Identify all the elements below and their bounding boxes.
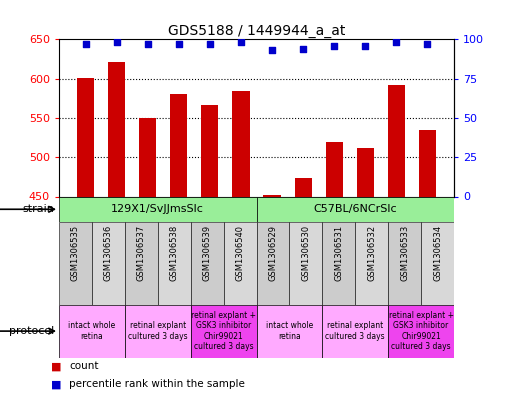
Bar <box>256 222 289 305</box>
Text: GSM1306529: GSM1306529 <box>268 224 278 281</box>
Text: GSM1306538: GSM1306538 <box>170 224 179 281</box>
Bar <box>322 222 355 305</box>
Text: ■: ■ <box>51 362 62 371</box>
Text: protocol: protocol <box>9 326 54 336</box>
Bar <box>125 222 158 305</box>
Bar <box>294 178 312 196</box>
Bar <box>191 222 224 305</box>
Point <box>361 42 369 49</box>
Bar <box>139 118 156 196</box>
Bar <box>191 305 256 358</box>
Point <box>423 41 431 47</box>
Text: C57BL/6NCrSlc: C57BL/6NCrSlc <box>313 204 397 214</box>
Text: GSM1306535: GSM1306535 <box>71 224 80 281</box>
Point <box>206 41 214 47</box>
Text: GSM1306533: GSM1306533 <box>400 224 409 281</box>
Bar <box>224 222 256 305</box>
Text: GSM1306537: GSM1306537 <box>137 224 146 281</box>
Bar <box>77 78 94 196</box>
Text: retinal explant +
GSK3 inhibitor
Chir99021
cultured 3 days: retinal explant + GSK3 inhibitor Chir990… <box>191 311 256 351</box>
Bar <box>158 222 191 305</box>
Text: 129X1/SvJJmsSlc: 129X1/SvJJmsSlc <box>111 204 204 214</box>
Text: intact whole
retina: intact whole retina <box>266 321 313 341</box>
Point <box>174 41 183 47</box>
Bar <box>108 62 125 196</box>
Text: GSM1306532: GSM1306532 <box>367 224 376 281</box>
Bar <box>289 222 322 305</box>
Title: GDS5188 / 1449944_a_at: GDS5188 / 1449944_a_at <box>168 24 345 38</box>
Bar <box>388 85 405 196</box>
Point <box>112 39 121 46</box>
Text: GSM1306534: GSM1306534 <box>433 224 442 281</box>
Bar <box>388 305 454 358</box>
Bar <box>388 222 421 305</box>
Bar <box>59 196 256 222</box>
Text: intact whole
retina: intact whole retina <box>68 321 115 341</box>
Text: GSM1306540: GSM1306540 <box>235 224 245 281</box>
Bar <box>92 222 125 305</box>
Bar <box>232 91 249 196</box>
Text: count: count <box>69 362 99 371</box>
Text: GSM1306530: GSM1306530 <box>301 224 310 281</box>
Bar <box>355 222 388 305</box>
Bar <box>264 195 281 196</box>
Bar <box>59 305 125 358</box>
Point <box>392 39 401 46</box>
Text: strain: strain <box>22 204 54 214</box>
Bar <box>322 305 388 358</box>
Bar <box>201 105 219 196</box>
Point <box>237 39 245 46</box>
Bar <box>419 130 436 196</box>
Bar <box>59 222 92 305</box>
Text: GSM1306531: GSM1306531 <box>334 224 343 281</box>
Text: percentile rank within the sample: percentile rank within the sample <box>69 379 245 389</box>
Point <box>144 41 152 47</box>
Bar <box>256 305 322 358</box>
Text: GSM1306536: GSM1306536 <box>104 224 113 281</box>
Bar <box>256 196 454 222</box>
Point <box>82 41 90 47</box>
Text: GSM1306539: GSM1306539 <box>203 224 212 281</box>
Bar <box>421 222 454 305</box>
Text: retinal explant
cultured 3 days: retinal explant cultured 3 days <box>128 321 188 341</box>
Bar <box>125 305 191 358</box>
Bar <box>326 142 343 196</box>
Text: retinal explant
cultured 3 days: retinal explant cultured 3 days <box>325 321 385 341</box>
Text: retinal explant +
GSK3 inhibitor
Chir99021
cultured 3 days: retinal explant + GSK3 inhibitor Chir990… <box>388 311 453 351</box>
Text: ■: ■ <box>51 379 62 389</box>
Bar <box>170 94 187 196</box>
Point <box>299 46 307 52</box>
Bar <box>357 148 374 196</box>
Point <box>330 42 339 49</box>
Point <box>268 47 276 53</box>
